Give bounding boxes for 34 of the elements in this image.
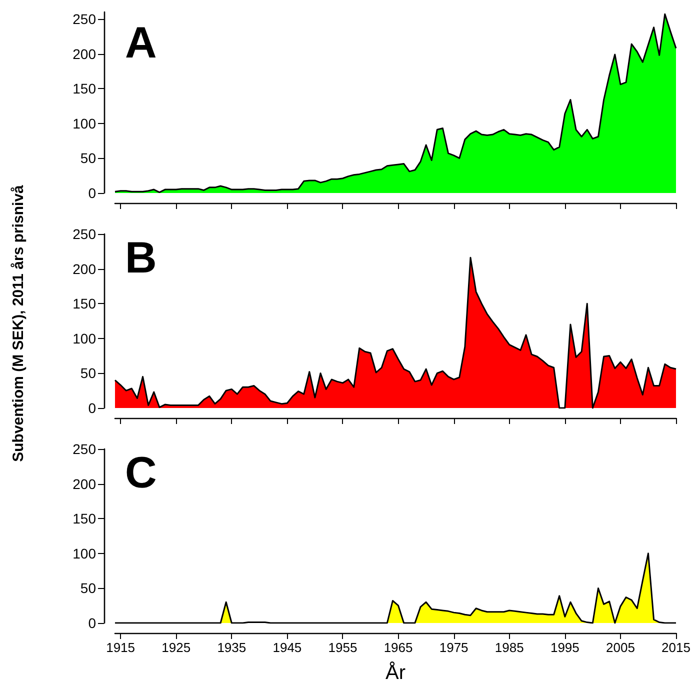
y-tick-label: 150 (72, 80, 96, 97)
y-tick-label: 250 (72, 441, 96, 457)
x-tick-label: 1925 (162, 640, 191, 655)
x-tick-label: 2005 (606, 640, 635, 655)
x-tick-label: 1955 (328, 640, 358, 655)
y-tick-label: 50 (80, 365, 96, 382)
x-tick-label: 2015 (662, 640, 690, 655)
y-tick-label: 200 (72, 476, 96, 492)
chart-title: B (125, 234, 157, 282)
y-tick-label: 150 (72, 296, 96, 312)
y-tick-label: 150 (72, 510, 96, 527)
x-tick-label: 1945 (272, 640, 302, 655)
y-tick-label: 0 (88, 400, 96, 416)
y-tick-label: 100 (72, 115, 96, 132)
y-tick-label: 100 (72, 545, 96, 562)
x-axis-title: År (386, 661, 406, 684)
x-tick-label: 1965 (384, 640, 413, 655)
y-tick-label: 0 (88, 615, 96, 631)
y-tick-label: 100 (72, 330, 96, 346)
y-tick-label: 200 (72, 46, 96, 62)
y-axis-title: Subventiom (M SEK), 2011 års prisnivå (9, 184, 26, 462)
chart-title: C (125, 448, 157, 498)
x-tick-label: 1995 (550, 640, 580, 655)
x-tick-label: 1985 (494, 640, 524, 655)
x-tick-label: 1935 (217, 640, 246, 655)
x-tick-label: 1975 (439, 640, 468, 655)
y-tick-label: 250 (72, 226, 96, 242)
y-tick-label: 250 (72, 11, 96, 27)
y-tick-label: 0 (88, 185, 96, 201)
y-tick-label: 50 (80, 150, 96, 166)
x-tick-label: 1915 (106, 640, 136, 655)
chart-title: A (125, 18, 157, 68)
y-tick-label: 200 (72, 260, 96, 277)
y-tick-label: 50 (80, 580, 96, 596)
